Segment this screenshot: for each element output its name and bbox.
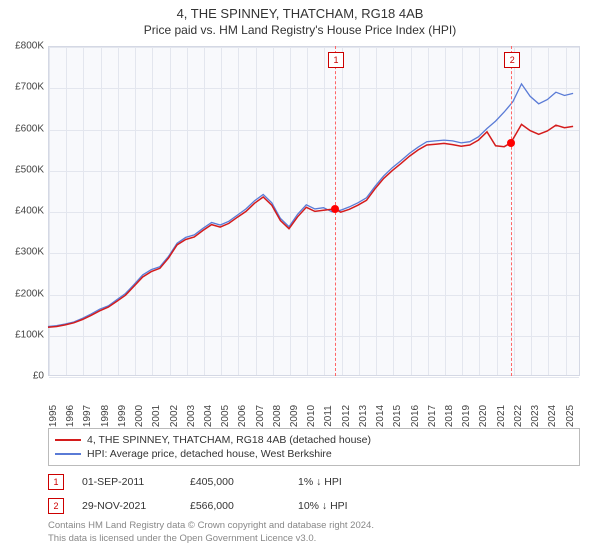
sale-diff: 1% ↓ HPI — [298, 476, 388, 488]
x-tick-label: 2018 — [444, 405, 455, 427]
x-tick-label: 2023 — [530, 405, 541, 427]
sale-marker-box: 2 — [504, 52, 520, 68]
sale-row-marker: 2 — [48, 498, 64, 514]
x-tick-label: 2024 — [547, 405, 558, 427]
x-tick-label: 1998 — [100, 405, 111, 427]
legend-label: HPI: Average price, detached house, West… — [87, 448, 332, 460]
sale-diff: 10% ↓ HPI — [298, 500, 388, 512]
legend-item: HPI: Average price, detached house, West… — [55, 447, 573, 461]
x-tick-label: 2011 — [323, 405, 334, 427]
x-tick-label: 2010 — [306, 405, 317, 427]
sale-marker-dot — [507, 139, 515, 147]
sale-row: 1 01-SEP-2011 £405,000 1% ↓ HPI — [48, 470, 580, 494]
sale-marker-box: 1 — [328, 52, 344, 68]
sale-price: £566,000 — [190, 500, 280, 512]
y-tick-label: £100K — [2, 329, 44, 340]
chart-title: 4, THE SPINNEY, THATCHAM, RG18 4AB — [0, 0, 600, 21]
x-tick-label: 2020 — [478, 405, 489, 427]
x-tick-label: 2008 — [272, 405, 283, 427]
attribution-line1: Contains HM Land Registry data © Crown c… — [48, 520, 580, 533]
legend: 4, THE SPINNEY, THATCHAM, RG18 4AB (deta… — [48, 428, 580, 466]
y-tick-label: £600K — [2, 123, 44, 134]
x-tick-label: 2007 — [255, 405, 266, 427]
legend-swatch — [55, 453, 81, 455]
legend-item: 4, THE SPINNEY, THATCHAM, RG18 4AB (deta… — [55, 433, 573, 447]
x-tick-label: 1995 — [48, 405, 59, 427]
x-tick-label: 2019 — [461, 405, 472, 427]
y-tick-label: £500K — [2, 164, 44, 175]
x-tick-label: 2002 — [169, 405, 180, 427]
attribution-line2: This data is licensed under the Open Gov… — [48, 533, 580, 546]
y-tick-label: £800K — [2, 41, 44, 52]
x-tick-label: 2015 — [392, 405, 403, 427]
x-tick-label: 2005 — [220, 405, 231, 427]
chart-container: 4, THE SPINNEY, THATCHAM, RG18 4AB Price… — [0, 0, 600, 560]
sales-list: 1 01-SEP-2011 £405,000 1% ↓ HPI 2 29-NOV-2021… — [48, 470, 580, 518]
x-tick-label: 2006 — [237, 405, 248, 427]
sale-marker-dot — [331, 205, 339, 213]
y-tick-label: £0 — [2, 371, 44, 382]
sale-date: 01-SEP-2011 — [82, 476, 172, 488]
x-tick-label: 2000 — [134, 405, 145, 427]
y-tick-label: £700K — [2, 82, 44, 93]
x-tick-label: 2004 — [203, 405, 214, 427]
x-tick-label: 2021 — [496, 405, 507, 427]
series-lines — [48, 46, 580, 376]
x-tick-label: 2016 — [410, 405, 421, 427]
x-tick-label: 2017 — [427, 405, 438, 427]
sale-date: 29-NOV-2021 — [82, 500, 172, 512]
y-tick-label: £200K — [2, 288, 44, 299]
legend-swatch — [55, 439, 81, 441]
sale-price: £405,000 — [190, 476, 280, 488]
x-tick-label: 2014 — [375, 405, 386, 427]
x-tick-label: 2001 — [151, 405, 162, 427]
series-line — [48, 124, 573, 327]
x-tick-label: 2022 — [513, 405, 524, 427]
x-tick-label: 2013 — [358, 405, 369, 427]
x-tick-label: 1999 — [117, 405, 128, 427]
legend-label: 4, THE SPINNEY, THATCHAM, RG18 4AB (deta… — [87, 434, 371, 446]
x-tick-label: 1997 — [82, 405, 93, 427]
x-tick-label: 2012 — [341, 405, 352, 427]
plot-area: 12 £0£100K£200K£300K£400K£500K£600K£700K… — [48, 46, 580, 376]
sale-row-marker: 1 — [48, 474, 64, 490]
series-line — [48, 84, 573, 327]
y-tick-label: £400K — [2, 206, 44, 217]
y-tick-label: £300K — [2, 247, 44, 258]
x-tick-label: 1996 — [65, 405, 76, 427]
x-tick-label: 2009 — [289, 405, 300, 427]
x-axis-labels: 1995 1996 1997 1998 1999 2000 2001 2002 2003 2004… — [48, 380, 580, 428]
attribution: Contains HM Land Registry data © Crown c… — [48, 520, 580, 546]
x-tick-label: 2003 — [186, 405, 197, 427]
x-tick-label: 2025 — [565, 405, 576, 427]
chart-subtitle: Price paid vs. HM Land Registry's House … — [0, 21, 600, 37]
sale-row: 2 29-NOV-2021 £566,000 10% ↓ HPI — [48, 494, 580, 518]
